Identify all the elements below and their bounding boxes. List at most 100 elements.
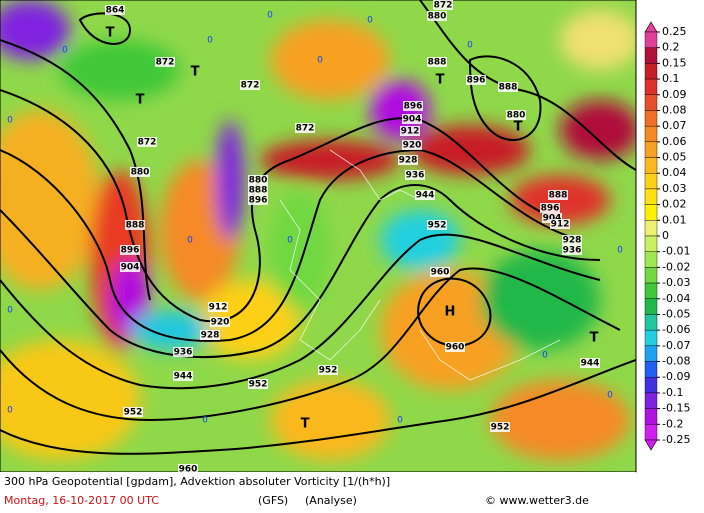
vorticity-label: 0 xyxy=(542,351,548,361)
contour-label: 952 xyxy=(428,221,447,231)
contour-label: 888 xyxy=(499,83,518,93)
vorticity-label: 0 xyxy=(207,36,213,46)
pressure-center: T xyxy=(436,73,445,88)
colorbar-swatch xyxy=(644,94,658,111)
contour-label: 888 xyxy=(428,58,447,68)
contour-label: 952 xyxy=(124,408,143,418)
contour-label-bg xyxy=(155,57,175,67)
colorbar-label: -0.1 xyxy=(662,386,683,399)
contour-label-bg xyxy=(402,140,422,150)
contour-label-bg xyxy=(580,358,600,368)
contour-label-bg xyxy=(125,220,145,230)
contour-label: 912 xyxy=(401,127,420,137)
contour-label: 896 xyxy=(541,204,560,214)
colorbar-swatch xyxy=(644,220,658,237)
colorbar-swatch xyxy=(644,361,658,378)
colorbar-label: -0.15 xyxy=(662,402,690,415)
contour-label-bg xyxy=(430,267,450,277)
contour-label: 888 xyxy=(249,186,268,196)
contour-label: 864 xyxy=(106,6,125,16)
colorbar-swatch xyxy=(644,424,658,441)
contour-label-bg xyxy=(433,0,453,10)
colorbar-label: -0.03 xyxy=(662,276,690,289)
colorbar-label: -0.09 xyxy=(662,370,690,383)
contour-label-bg xyxy=(123,407,143,417)
vorticity-label: 0 xyxy=(7,306,13,316)
colorbar-swatch xyxy=(644,78,658,95)
colorbar-swatch xyxy=(644,157,658,174)
contour-label-bg xyxy=(120,262,140,272)
colorbar-label: 0.25 xyxy=(662,25,687,38)
pressure-center: T xyxy=(106,26,115,41)
contour-label: 944 xyxy=(581,359,600,369)
colorbar-label: -0.04 xyxy=(662,292,690,305)
colorbar-swatch xyxy=(644,345,658,362)
colorbar-swatch xyxy=(644,63,658,80)
contour-label-bg xyxy=(400,126,420,136)
vorticity-label: 0 xyxy=(202,416,208,426)
contour-label: 920 xyxy=(403,141,422,151)
contour-label: 904 xyxy=(121,263,140,273)
contour-label: 960 xyxy=(431,268,450,278)
contour-label: 896 xyxy=(467,76,486,86)
contour-label-bg xyxy=(427,57,447,67)
contour-label: 912 xyxy=(551,220,570,230)
contour-label-bg xyxy=(248,185,268,195)
colorbar-swatch xyxy=(644,204,658,221)
vorticity-label: 0 xyxy=(62,46,68,56)
credit: © www.wetter3.de xyxy=(485,494,589,507)
colorbar-end xyxy=(644,21,658,33)
colorbar-swatch xyxy=(644,408,658,425)
contour-label: 896 xyxy=(404,102,423,112)
colorbar-label: 0 xyxy=(662,229,669,242)
contour-label-bg xyxy=(445,342,465,352)
contour-label: 928 xyxy=(563,236,582,246)
contour-label-bg xyxy=(208,302,228,312)
colorbar-label: -0.25 xyxy=(662,433,690,446)
contour-label-bg xyxy=(173,347,193,357)
colorbar-label: 0.15 xyxy=(662,56,687,69)
vorticity-field xyxy=(0,0,636,460)
contour-label-bg xyxy=(550,219,570,229)
contour-label-bg xyxy=(173,371,193,381)
contour-label: 872 xyxy=(296,124,315,134)
contour-label-bg xyxy=(248,195,268,205)
contour-label: 880 xyxy=(131,168,150,178)
contour-label: 960 xyxy=(179,465,198,475)
contour-label: 936 xyxy=(563,246,582,256)
colorbar-label: 0.08 xyxy=(662,103,687,116)
pressure-center: H xyxy=(445,305,456,320)
contour-label: 880 xyxy=(249,176,268,186)
colorbar-label: -0.06 xyxy=(662,323,690,336)
contour-label-bg xyxy=(402,114,422,124)
contour-label-bg xyxy=(427,11,447,21)
vorticity-label: 0 xyxy=(187,236,193,246)
colorbar-swatch xyxy=(644,298,658,315)
contour-label: 944 xyxy=(174,372,193,382)
contour-label-bg xyxy=(120,245,140,255)
colorbar-label: 0.2 xyxy=(662,41,680,54)
contour-label: 904 xyxy=(403,115,422,125)
contour-label: 952 xyxy=(249,380,268,390)
contour-label: 952 xyxy=(491,423,510,433)
colorbar-swatch xyxy=(644,329,658,347)
colorbar-swatch xyxy=(644,188,658,205)
contour-label: 952 xyxy=(319,366,338,376)
colorbar-swatch xyxy=(644,141,658,158)
colorbar-swatch xyxy=(644,392,658,409)
contour-label-bg xyxy=(562,235,582,245)
vorticity-label: 0 xyxy=(397,416,403,426)
model: (GFS) xyxy=(258,494,288,507)
map-area xyxy=(0,0,636,472)
contour-label-bg xyxy=(466,75,486,85)
run-type: (Analyse) xyxy=(305,494,357,507)
vorticity-label: 0 xyxy=(367,16,373,26)
colorbar-label: 0.07 xyxy=(662,119,687,132)
contour-label: 904 xyxy=(543,214,562,224)
pressure-center: T xyxy=(514,120,523,135)
contour-label: 872 xyxy=(138,138,157,148)
contour-label-bg xyxy=(427,220,447,230)
colorbar-label: 0.03 xyxy=(662,182,687,195)
contour-label-bg xyxy=(562,245,582,255)
